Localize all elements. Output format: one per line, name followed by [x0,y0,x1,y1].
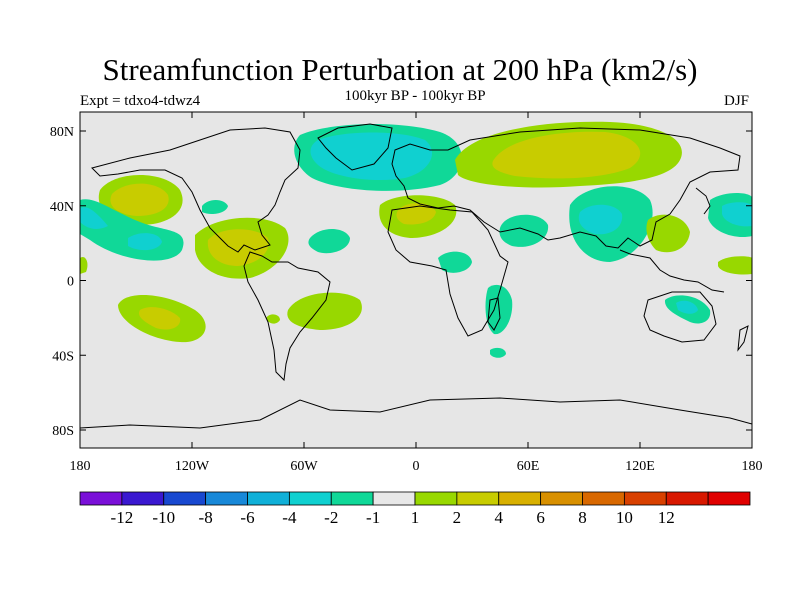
coastline [487,297,501,331]
colorbar-swatch [498,491,542,506]
longitude-tick-label: 120W [175,459,210,474]
colorbar-label: -10 [152,508,175,527]
latitude-tick-label: 40N [50,200,74,215]
contour-region [676,300,698,314]
colorbar-label: -4 [282,508,297,527]
coastlines [80,123,752,429]
colorbar-swatch [330,491,374,506]
colorbar-swatch [623,491,667,506]
colorbar-label: -6 [240,508,254,527]
longitude-tick-label: 180 [742,459,763,474]
colorbar-swatch [205,491,248,506]
colorbar-label: 2 [453,508,462,527]
colorbar-swatch [540,491,583,506]
latitude-tick-label: 80N [50,125,74,140]
contour-region [646,214,690,253]
contour-region [438,251,472,273]
contour-region [310,132,433,181]
contour-region [499,214,549,247]
latitude-axis: 80N 40N 0 40S 80S [50,125,752,439]
colorbar-label: -2 [324,508,338,527]
colorbar-swatch [707,491,751,506]
coastline [243,251,331,382]
longitude-tick-label: 120E [625,459,655,474]
colorbar-swatch [163,491,207,506]
colorbar-swatch [247,491,290,506]
coastline [80,397,752,429]
contour-region [80,256,88,274]
colorbar-label: 10 [616,508,633,527]
coastline [91,127,301,253]
contour-region [287,292,362,330]
latitude-tick-label: 80S [52,424,74,439]
coastline [391,127,741,249]
chart-title: Streamfunction Perturbation at 200 hPa (… [102,52,698,87]
coastline [643,291,717,343]
colorbar-swatch [79,491,123,506]
contour-region [80,207,108,229]
coastline [317,123,393,171]
experiment-label: Expt = tdxo4-tdwz4 [80,93,201,109]
colorbar-label: -1 [366,508,380,527]
colorbar-swatch [665,491,709,506]
colorbar-swatch [582,491,625,506]
coastline [695,187,711,215]
contour-region [138,307,181,330]
colorbar-swatch [456,491,500,506]
colorbar: -12 -10 -8 -6 -4 -2 -1 1 2 4 6 8 10 12 [79,491,751,527]
coastline [387,205,509,337]
contour-fills [80,121,752,358]
contour-region [266,314,280,324]
latitude-tick-label: 0 [67,275,74,290]
coastline [619,249,725,293]
colorbar-label: 8 [578,508,587,527]
contour-region [492,131,641,179]
contour-region [202,200,228,214]
chart-subtitle: 100kyr BP - 100kyr BP [344,88,486,104]
longitude-tick-label: 60W [290,459,318,474]
colorbar-swatch [121,491,165,506]
colorbar-label: 12 [658,508,675,527]
contour-region [722,202,752,227]
longitude-tick-label: 0 [413,459,420,474]
latitude-tick-label: 40S [52,349,74,364]
colorbar-label: -12 [111,508,134,527]
contour-region [128,233,162,251]
contour-region [308,229,350,254]
colorbar-label: 1 [411,508,420,527]
season-label: DJF [724,93,750,109]
contour-region [490,347,506,358]
contour-region [110,183,169,216]
colorbar-label: -8 [199,508,213,527]
longitude-axis: 180 120W 60W 0 60E 120E 180 [70,112,763,474]
contour-region [718,256,752,275]
contour-region [578,204,623,235]
colorbar-label: 4 [495,508,504,527]
colorbar-swatch [288,491,332,506]
colorbar-swatch [372,491,416,506]
contour-region [207,229,269,266]
longitude-tick-label: 180 [70,459,91,474]
colorbar-swatch [414,491,458,506]
coastline [737,325,749,352]
longitude-tick-label: 60E [517,459,540,474]
colorbar-label: 6 [536,508,545,527]
